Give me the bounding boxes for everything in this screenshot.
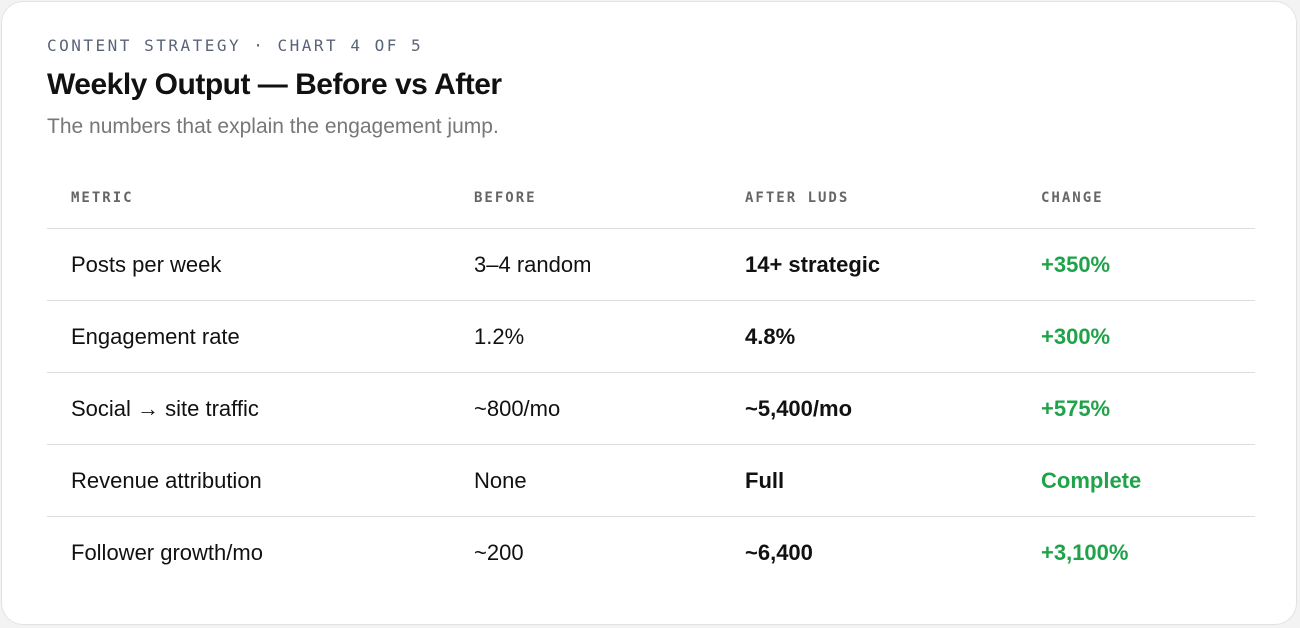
column-header: CHANGE — [1041, 168, 1255, 229]
eyebrow: CONTENT STRATEGY · CHART 4 OF 5 — [47, 36, 424, 55]
before-cell: ~200 — [474, 539, 524, 565]
table-row: Engagement rate 1.2% 4.8% +300% — [47, 300, 1255, 373]
table-row: Follower growth/mo ~200 ~6,400 +3,100% — [47, 517, 1255, 589]
change-cell: +300% — [1041, 300, 1255, 373]
title: Weekly Output — Before vs After — [47, 68, 502, 101]
metric-cell: Revenue attribution — [47, 444, 474, 517]
change-cell: +350% — [1041, 228, 1255, 301]
change-cell: Complete — [1041, 444, 1255, 517]
table-row: Posts per week 3–4 random 14+ strategic +35… — [47, 228, 1255, 301]
metric-cell: Follower growth/mo — [71, 539, 263, 565]
subtitle: The numbers that explain the engagement … — [47, 115, 499, 138]
table-body: Posts per week 3–4 random 14+ strategic +35… — [47, 228, 1255, 589]
before-cell: 3–4 random — [474, 228, 745, 301]
after-cell: Full — [745, 444, 1041, 517]
metric-cell: Social → site traffic — [47, 372, 474, 445]
table-row: Revenue attribution None Full Complete — [47, 444, 1255, 517]
column-header: AFTER LUDS — [745, 168, 1041, 229]
header-row: METRIC BEFORE AFTER LUDS CHANGE — [47, 168, 1255, 229]
before-cell: ~800/mo — [474, 372, 745, 445]
before-cell: 1.2% — [474, 300, 745, 373]
after-cell: 4.8% — [745, 300, 1041, 373]
after-cell: ~6,400 — [745, 539, 813, 565]
change-cell: +575% — [1041, 372, 1255, 445]
metric-cell: Engagement rate — [47, 300, 474, 373]
comparison-table: METRIC BEFORE AFTER LUDS CHANGE Posts per w… — [47, 168, 1255, 588]
column-header: METRIC — [47, 168, 474, 229]
column-header: BEFORE — [474, 168, 745, 229]
after-cell: ~5,400/mo — [745, 372, 1041, 445]
after-cell: 14+ strategic — [745, 228, 1041, 301]
metric-cell: Posts per week — [47, 228, 474, 301]
before-cell: None — [474, 444, 745, 517]
change-cell: +3,100% — [1041, 539, 1129, 565]
table-row: Social → site traffic ~800/mo ~5,400/mo +57… — [47, 372, 1255, 445]
